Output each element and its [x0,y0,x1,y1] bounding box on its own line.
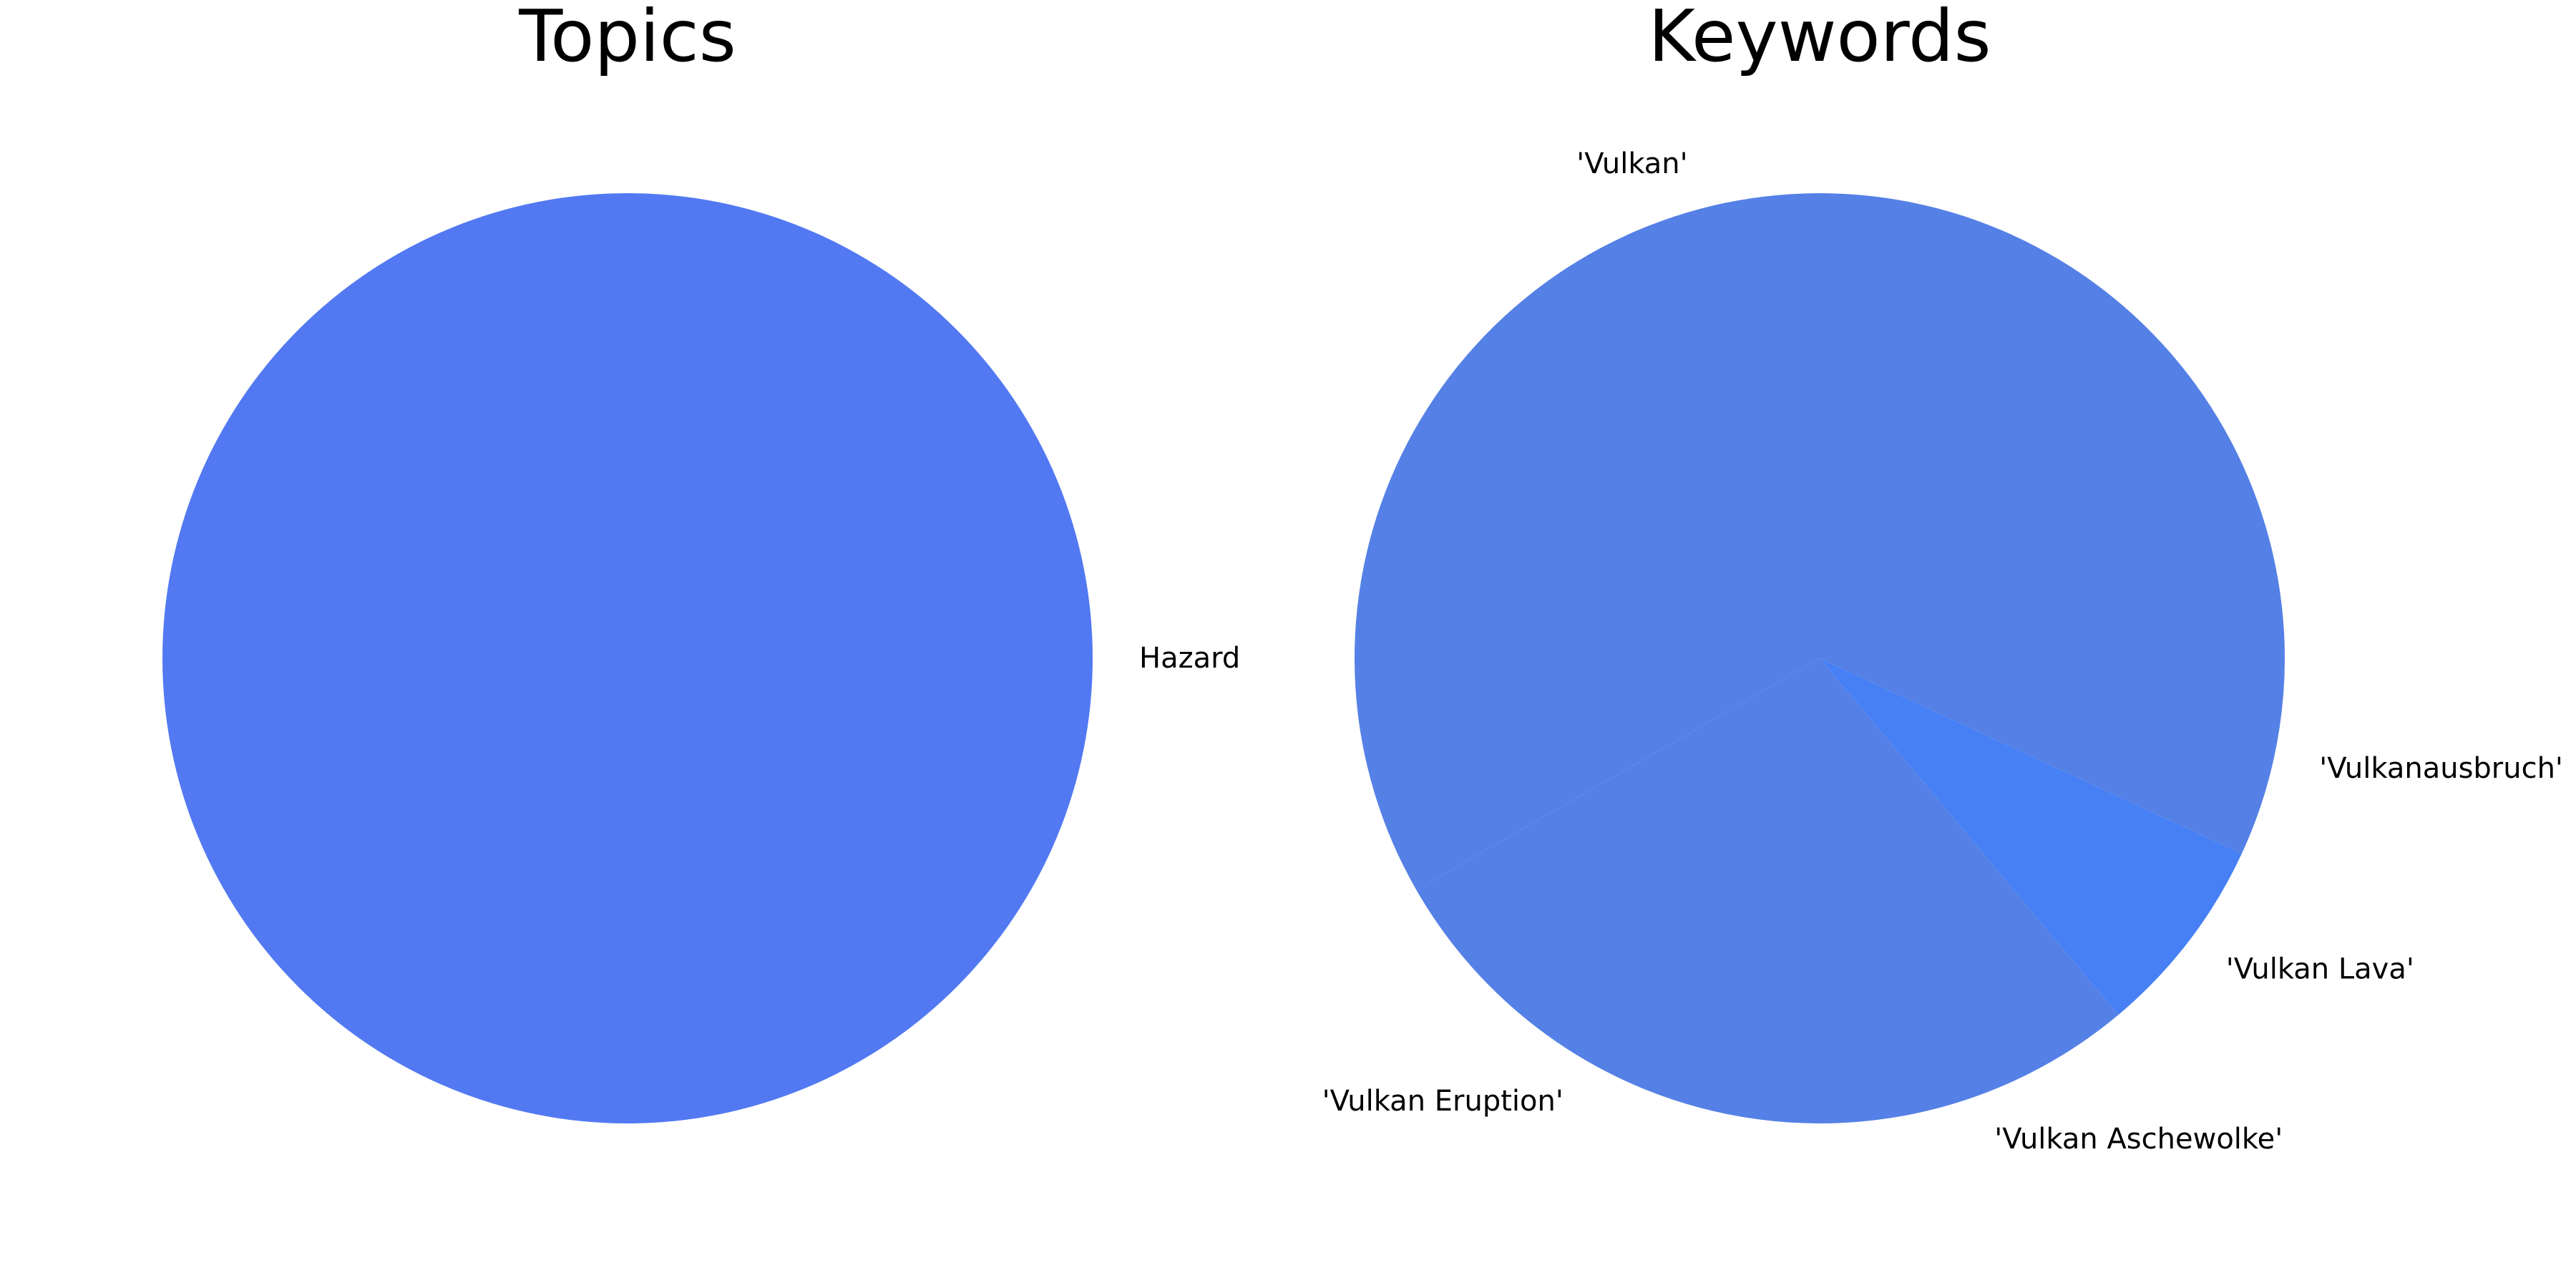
keywords-slice-vulkanausbruch [1820,658,2285,854]
keywords-slice-vulkan-lava [1820,658,2242,1015]
keywords-slice-vulkan [1354,192,2285,890]
topics-label-hazard: Hazard [1139,642,1240,675]
keywords-slice-vulkan-eruption [1416,658,1820,1123]
topics-slices [162,193,1093,1123]
keywords-label-vulkan-lava: 'Vulkan Lava' [2226,953,2414,986]
keywords-label-vulkan: 'Vulkan' [1576,147,1687,180]
keywords-slice-vulkan-aschewolke [1820,658,2119,1123]
keywords-label-vulkanausbruch: 'Vulkanausbruch' [2319,752,2563,785]
keywords-labels: 'Vulkan' 'Vulkan Eruption' 'Vulkan Aschewo… [1322,147,2563,1156]
keywords-label-vulkan-aschewolke: 'Vulkan Aschewolke' [1994,1123,2283,1156]
keywords-chart-title: Keywords [1648,0,1991,78]
keywords-pie-chart: Keywords 'Vulkan''Vulkan Eruption''Vulka… [1322,0,2563,1156]
topics-pie-chart: Topics Hazard [162,0,1240,1123]
topics-chart-title: Topics [518,0,736,78]
topics-labels: Hazard [1139,642,1240,675]
topics-slice-hazard [162,193,1093,1123]
keywords-slices [1354,192,2285,1123]
keywords-label-vulkan-eruption: 'Vulkan Eruption' [1322,1085,1563,1118]
